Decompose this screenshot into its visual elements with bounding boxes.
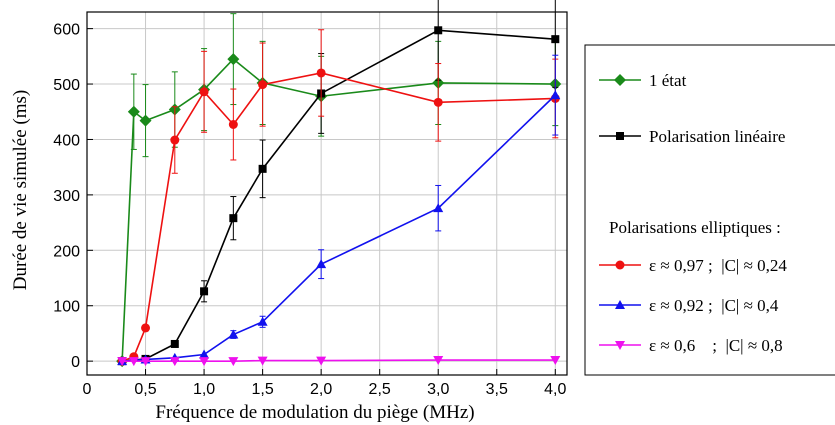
legend-swatch-marker [615, 260, 625, 270]
legend-group-heading: Polarisations elliptiques : [609, 218, 781, 237]
x-tick-label: 3,0 [427, 381, 449, 398]
data-point [170, 135, 180, 145]
data-point [169, 357, 180, 367]
series-diamond [116, 13, 562, 368]
x-tick-label: 0,5 [134, 381, 156, 398]
series-line [122, 29, 556, 362]
data-point [316, 356, 327, 366]
x-tick-label: 2,0 [310, 381, 332, 398]
data-point [228, 357, 239, 367]
y-tick-label: 300 [53, 188, 80, 205]
series-line [122, 359, 556, 362]
data-point [117, 357, 128, 367]
data-point [433, 203, 444, 213]
series-triangle-up [117, 54, 561, 366]
series-square [118, 0, 560, 366]
grid-lines [87, 12, 567, 375]
legend: Polarisations elliptiques : 1 état Polari… [584, 44, 835, 376]
data-point [258, 80, 268, 90]
data-point [550, 90, 561, 100]
x-tick-label: 0 [83, 381, 92, 398]
x-tick-label: 4,0 [544, 381, 566, 398]
data-point [229, 214, 238, 223]
legend-item: ε ≈ 0,6 ; |C| ≈ 0,8 [599, 336, 783, 355]
data-point [258, 164, 267, 173]
data-point [199, 357, 210, 367]
axis-ticks: 0 0,5 1,0 1,5 2,0 2,5 3,0 3,5 4,0 0 100 200 300 400 50… [53, 22, 566, 398]
data-point [550, 356, 561, 366]
data-point [141, 323, 151, 333]
data-point [316, 259, 327, 269]
x-tick-label: 2,5 [369, 381, 391, 398]
series-line [121, 72, 556, 362]
x-tick-label: 1,5 [251, 381, 273, 398]
data-point [434, 26, 443, 35]
legend-item: 1 état [599, 71, 687, 90]
legend-box [584, 44, 835, 376]
legend-item: ε ≈ 0,97 ; |C| ≈ 0,24 [599, 256, 787, 275]
y-tick-label: 100 [53, 299, 80, 316]
legend-label: ε ≈ 0,92 ; |C| ≈ 0,4 [649, 296, 779, 315]
legend-swatch-marker [615, 300, 625, 309]
data-point [127, 105, 140, 118]
data-point [433, 356, 444, 366]
legend-label: ε ≈ 0,6 ; |C| ≈ 0,8 [649, 336, 783, 355]
data-point [316, 68, 326, 78]
x-tick-label: 3,5 [486, 381, 508, 398]
plot-frame [86, 11, 568, 376]
series-line [121, 58, 556, 362]
data-point [199, 87, 209, 97]
data-point [551, 35, 560, 44]
data-point [139, 114, 152, 127]
legend-swatch-marker [614, 74, 626, 86]
x-axis-title: Fréquence de modulation du piège (MHz) [155, 402, 474, 423]
y-tick-label: 600 [53, 22, 80, 39]
legend-item: Polarisation linéaire [599, 127, 785, 146]
data-point [128, 357, 139, 367]
data-point [200, 287, 209, 296]
y-axis-title: Durée de vie simulée (ms) [10, 90, 31, 290]
data-point [257, 356, 268, 366]
y-tick-label: 500 [53, 77, 80, 94]
legend-label: ε ≈ 0,97 ; |C| ≈ 0,24 [649, 256, 787, 275]
data-point [199, 349, 210, 359]
series-circle [117, 29, 560, 366]
legend-label: 1 état [649, 71, 687, 90]
legend-item: ε ≈ 0,92 ; |C| ≈ 0,4 [599, 296, 779, 315]
data-point [228, 329, 239, 339]
legend-label: Polarisation linéaire [649, 127, 785, 146]
data-point [140, 357, 151, 367]
y-tick-label: 0 [71, 354, 80, 371]
legend-items: 1 état Polarisation linéaire ε ≈ 0,97 ; |C… [599, 71, 787, 355]
data-point [228, 120, 238, 130]
data-point [170, 339, 179, 348]
series-layer [116, 0, 562, 368]
data-point [257, 316, 268, 326]
data-point [433, 97, 443, 107]
legend-swatch-marker [616, 132, 624, 140]
y-tick-label: 200 [53, 243, 80, 260]
y-tick-label: 400 [53, 132, 80, 149]
x-tick-label: 1,0 [193, 381, 215, 398]
data-point [227, 53, 240, 66]
series-triangle-down [117, 356, 561, 367]
legend-swatch-marker [615, 341, 625, 350]
